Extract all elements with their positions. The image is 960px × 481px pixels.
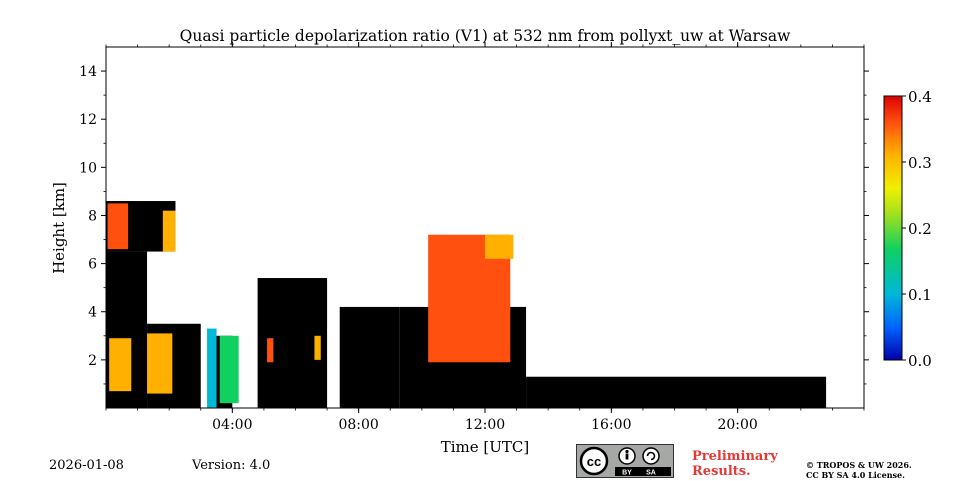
heatmap-regions xyxy=(106,201,827,408)
x-tick-label: 20:00 xyxy=(717,417,757,433)
preliminary-note: Preliminary Results. xyxy=(692,449,778,479)
license-sa-text: SA xyxy=(646,470,656,477)
y-axis-ticks: 2 4 6 8 10 12 14 xyxy=(79,64,869,385)
region-afternoon-low-black xyxy=(526,376,827,408)
region-cloud-0200-high xyxy=(162,210,176,252)
colorbar xyxy=(883,95,903,361)
preliminary-line2: Results. xyxy=(692,464,751,479)
y-tick-label: 14 xyxy=(79,64,97,80)
copyright-note: © TROPOS & UW 2026. CC BY SA 4.0 License… xyxy=(806,460,912,480)
region-blue-column-0330 xyxy=(207,328,217,408)
x-tick-label: 08:00 xyxy=(338,417,378,433)
colorbar-ticks: 0.0 0.1 0.2 0.3 0.4 xyxy=(902,88,932,370)
footer-date: 2026-01-08 xyxy=(49,458,124,473)
x-tick-label: 16:00 xyxy=(591,417,631,433)
cc-icon xyxy=(579,446,609,476)
x-tick-label: 04:00 xyxy=(212,417,252,433)
copyright-line1: © TROPOS & UW 2026. xyxy=(806,460,912,470)
y-axis-label: Height [km] xyxy=(50,182,68,274)
region-green-column-0345 xyxy=(219,335,239,404)
colorbar-tick-label: 0.4 xyxy=(908,88,932,106)
chart-title: Quasi particle depolarization ratio (V1)… xyxy=(180,27,791,45)
colorbar-tick-label: 0.1 xyxy=(908,286,932,304)
region-dust-patch-high xyxy=(485,234,514,259)
region-black-0800 xyxy=(339,306,400,408)
sa-icon xyxy=(642,447,660,465)
x-tick-label: 12:00 xyxy=(465,417,505,433)
y-tick-label: 4 xyxy=(88,305,97,321)
colorbar-tick-label: 0.2 xyxy=(908,220,932,238)
preliminary-line1: Preliminary xyxy=(692,449,778,464)
footer-version: Version: 4.0 xyxy=(192,458,271,473)
region-cloud-0730 xyxy=(107,203,129,250)
y-tick-label: 8 xyxy=(88,208,97,224)
license-cc-text: cc xyxy=(587,454,601,469)
region-spot-0640 xyxy=(314,335,321,360)
region-cloud-0100 xyxy=(109,338,132,392)
region-cloud-0130 xyxy=(147,333,173,394)
colorbar-tick-label: 0.3 xyxy=(908,154,932,172)
x-axis-label: Time [UTC] xyxy=(441,438,530,456)
y-tick-label: 10 xyxy=(79,160,97,176)
region-spot-0520 xyxy=(267,338,274,363)
y-tick-label: 12 xyxy=(79,112,97,128)
copyright-line2: CC BY SA 4.0 License. xyxy=(806,470,905,480)
y-tick-label: 6 xyxy=(88,257,97,273)
license-by-text: BY xyxy=(622,470,632,477)
x-axis-ticks: 04:00 08:00 12:00 16:00 20:00 xyxy=(105,42,865,433)
colorbar-tick-label: 0.0 xyxy=(908,352,932,370)
y-tick-label: 2 xyxy=(88,353,97,369)
license-badge: cc BY SA xyxy=(576,444,674,478)
